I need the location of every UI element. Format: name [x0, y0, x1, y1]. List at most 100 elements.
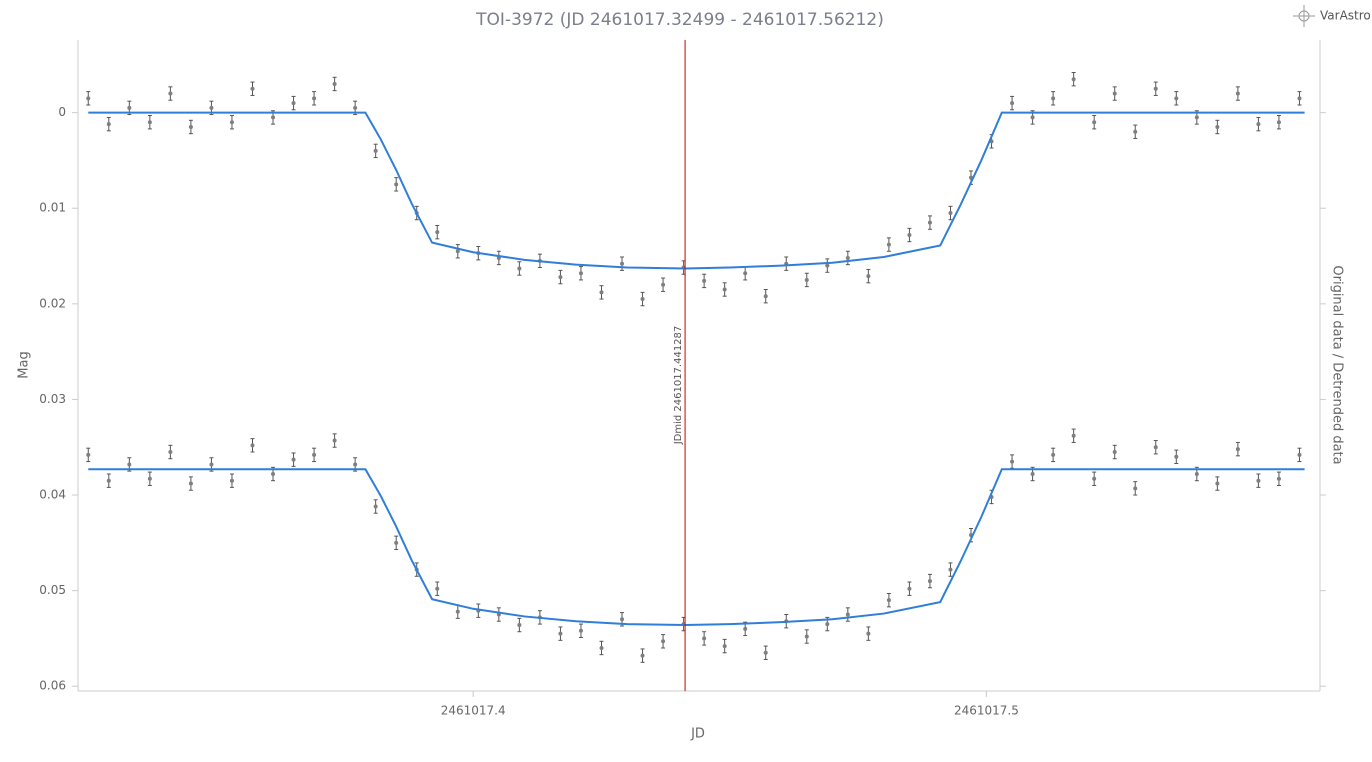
y-axis-title: Mag — [17, 351, 32, 378]
data-point — [1071, 77, 1076, 82]
data-point — [845, 612, 850, 617]
data-point — [743, 626, 748, 631]
y-tick-label: 0.03 — [39, 392, 66, 406]
data-point — [1092, 120, 1097, 125]
model-line — [88, 468, 1305, 627]
data-point — [578, 271, 583, 276]
data-point — [845, 255, 850, 260]
data-point — [332, 81, 337, 86]
data-point — [804, 277, 809, 282]
data-point — [1010, 459, 1015, 464]
data-point — [353, 462, 358, 467]
data-point — [188, 124, 193, 129]
data-point — [209, 105, 214, 110]
data-point — [1051, 452, 1056, 457]
data-point — [229, 478, 234, 483]
data-point — [702, 278, 707, 283]
data-point — [599, 290, 604, 295]
data-point — [599, 645, 604, 650]
data-point — [435, 230, 440, 235]
data-point — [886, 242, 891, 247]
data-point — [455, 249, 460, 254]
data-point — [271, 115, 276, 120]
data-point — [86, 452, 91, 457]
data-point — [1174, 454, 1179, 459]
data-point — [250, 86, 255, 91]
y-tick-label: 0.05 — [39, 583, 66, 597]
data-point — [907, 233, 912, 238]
data-point — [147, 120, 152, 125]
data-point — [620, 617, 625, 622]
data-point — [312, 96, 317, 101]
data-point — [927, 220, 932, 225]
data-point — [332, 438, 337, 443]
data-point — [188, 481, 193, 486]
data-point — [209, 462, 214, 467]
data-point — [1010, 101, 1015, 106]
data-point — [722, 287, 727, 292]
data-point — [1297, 96, 1302, 101]
data-point — [804, 634, 809, 639]
data-point — [620, 261, 625, 266]
data-point — [558, 275, 563, 280]
y-tick-label: 0.06 — [39, 679, 66, 693]
data-point — [763, 294, 768, 299]
data-point — [1256, 478, 1261, 483]
data-point — [147, 476, 152, 481]
data-point — [927, 579, 932, 584]
data-point — [1215, 124, 1220, 129]
data-point — [1297, 452, 1302, 457]
data-point — [948, 211, 953, 216]
data-point — [168, 450, 173, 455]
data-point — [1133, 486, 1138, 491]
data-point — [1194, 472, 1199, 476]
data-point — [825, 622, 830, 627]
data-point — [825, 263, 830, 268]
data-point — [1153, 86, 1158, 91]
data-point — [312, 452, 317, 457]
data-point — [106, 122, 111, 127]
data-point — [1071, 433, 1076, 438]
data-point — [907, 586, 912, 591]
data-point — [763, 650, 768, 655]
data-point — [1235, 91, 1240, 96]
data-point — [394, 540, 399, 545]
data-point — [517, 623, 522, 628]
data-point — [229, 120, 234, 125]
data-point — [106, 478, 111, 483]
data-point — [1030, 472, 1035, 476]
data-point — [291, 457, 296, 462]
mid-label: JDmid 2461017.441287 — [673, 326, 684, 446]
data-point — [86, 96, 91, 101]
data-point — [517, 266, 522, 271]
data-point — [1030, 115, 1035, 120]
data-point — [271, 472, 276, 476]
data-point — [127, 105, 132, 110]
data-point — [743, 271, 748, 276]
data-point — [1276, 476, 1281, 481]
data-point — [661, 639, 666, 644]
data-point — [1174, 96, 1179, 101]
data-point — [353, 105, 358, 110]
data-point — [578, 628, 583, 633]
data-point — [1112, 91, 1117, 96]
data-point — [250, 443, 255, 448]
y-tick-label: 0.02 — [39, 296, 66, 310]
data-point — [558, 631, 563, 636]
data-point — [373, 148, 378, 153]
data-point — [1194, 115, 1199, 120]
data-point — [1256, 122, 1261, 127]
data-point — [866, 631, 871, 636]
data-point — [1051, 96, 1056, 101]
data-point — [394, 182, 399, 187]
chart-title: TOI-3972 (JD 2461017.32499 - 2461017.562… — [475, 10, 884, 30]
x-tick-label: 2461017.5 — [954, 704, 1019, 718]
data-point — [722, 644, 727, 649]
data-point — [1276, 120, 1281, 125]
data-point — [640, 653, 645, 658]
data-point — [1215, 481, 1220, 486]
data-point — [1133, 129, 1138, 134]
data-point — [291, 101, 296, 106]
data-point — [1235, 447, 1240, 452]
data-point — [661, 282, 666, 287]
